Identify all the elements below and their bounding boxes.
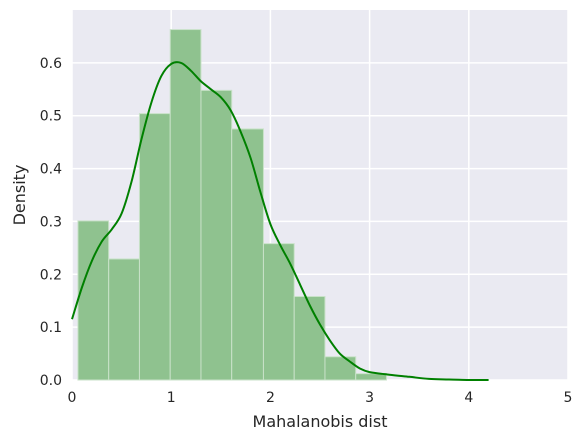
x-axis-ticks: 0 1 2 3 4 5 bbox=[68, 390, 573, 406]
x-axis-label: Mahalanobis dist bbox=[253, 412, 388, 431]
y-tick-label: 0.4 bbox=[40, 162, 62, 178]
y-tick-label: 0.5 bbox=[40, 109, 62, 125]
x-tick-label: 5 bbox=[564, 390, 573, 406]
x-tick-label: 2 bbox=[266, 390, 275, 406]
histogram-bar bbox=[200, 89, 233, 381]
x-tick-label: 4 bbox=[464, 390, 473, 406]
y-tick-label: 0.1 bbox=[40, 320, 62, 336]
y-axis-ticks: 0.0 0.1 0.2 0.3 0.4 0.5 0.6 bbox=[40, 56, 62, 389]
histogram-bar bbox=[293, 295, 326, 381]
x-tick-label: 1 bbox=[167, 390, 176, 406]
histogram-bar bbox=[108, 258, 140, 381]
histogram-bar bbox=[169, 29, 202, 381]
histogram-bars bbox=[77, 29, 387, 381]
x-tick-label: 3 bbox=[365, 390, 374, 406]
histogram-bar bbox=[231, 128, 264, 381]
y-tick-label: 0.6 bbox=[40, 56, 62, 72]
y-tick-label: 0.3 bbox=[40, 214, 62, 230]
y-tick-label: 0.0 bbox=[40, 373, 62, 389]
histogram-bar bbox=[355, 373, 387, 381]
x-tick-label: 0 bbox=[68, 390, 77, 406]
histogram-bar bbox=[138, 113, 171, 381]
histogram-bar bbox=[77, 220, 110, 381]
histogram-bar bbox=[324, 356, 357, 381]
kde-curve bbox=[71, 61, 489, 382]
y-tick-label: 0.2 bbox=[40, 267, 62, 283]
y-axis-label: Density bbox=[10, 165, 29, 226]
